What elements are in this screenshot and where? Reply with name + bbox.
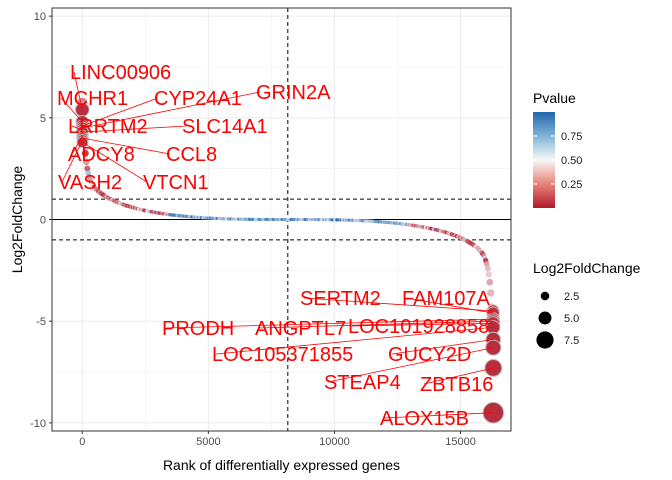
data-point bbox=[483, 261, 490, 267]
label-leader-line bbox=[391, 339, 494, 355]
gene-label: LINC00906 bbox=[70, 62, 171, 84]
label-leader-line bbox=[405, 297, 494, 314]
gene-label: ALOX15B bbox=[380, 408, 469, 430]
gene-label: VTCN1 bbox=[143, 172, 209, 194]
label-leader-line bbox=[215, 326, 494, 355]
label-leader-line bbox=[165, 318, 494, 329]
color-bar bbox=[533, 112, 555, 208]
label-leader-line bbox=[73, 71, 83, 110]
y-tick-label: -10 bbox=[30, 418, 46, 430]
label-leader-line bbox=[82, 141, 148, 183]
data-point bbox=[487, 289, 495, 297]
gene-label: VASH2 bbox=[58, 172, 122, 194]
color-bar-label: 0.75 bbox=[561, 131, 582, 143]
label-leader-line bbox=[71, 135, 83, 155]
y-axis-title: Log2FoldChange bbox=[9, 166, 25, 274]
gene-label: MCHR1 bbox=[57, 88, 128, 110]
label-leader-line bbox=[82, 125, 187, 133]
x-tick-label: 0 bbox=[79, 436, 85, 448]
data-point bbox=[486, 278, 494, 286]
gene-label: LOC105371855 bbox=[212, 344, 353, 366]
label-leader-line bbox=[61, 140, 83, 183]
gene-label: LOC101928858 bbox=[348, 316, 489, 338]
y-tick-label: 5 bbox=[40, 113, 46, 125]
label-leader-line bbox=[71, 125, 83, 131]
gene-label: GUCY2D bbox=[388, 344, 471, 366]
gene-label: ANGPTL7 bbox=[255, 318, 346, 340]
size-legend-point bbox=[538, 311, 552, 325]
size-legend-label: 2.5 bbox=[564, 291, 579, 303]
gene-label: ADCY8 bbox=[68, 144, 135, 166]
gene-label: SERTM2 bbox=[300, 288, 381, 310]
gene-label: CYP24A1 bbox=[154, 88, 242, 110]
label-leader-line bbox=[258, 320, 494, 329]
gene-label: GRIN2A bbox=[256, 82, 331, 104]
legend: Pvalue 0.75 0.50 0.25 Log2FoldChange 2.5 5.0 7.… bbox=[533, 90, 641, 349]
data-point bbox=[84, 165, 91, 172]
x-axis-title: Rank of differentially expressed genes bbox=[163, 457, 400, 473]
gene-label: ZBTB16 bbox=[420, 374, 493, 396]
gene-label: LRRTM2 bbox=[68, 116, 148, 138]
size-legend-point bbox=[540, 291, 550, 301]
color-bar-label: 0.25 bbox=[561, 179, 582, 191]
x-tick-label: 5000 bbox=[196, 436, 220, 448]
y-tick-label: 10 bbox=[34, 11, 46, 23]
label-leader-line bbox=[82, 97, 159, 127]
label-leader-line bbox=[60, 97, 83, 123]
data-point bbox=[81, 149, 89, 157]
label-leader-line bbox=[303, 297, 494, 312]
size-legend-label: 5.0 bbox=[564, 313, 579, 325]
size-legend-title: Log2FoldChange bbox=[533, 260, 641, 276]
data-point bbox=[484, 265, 491, 272]
x-tick-label: 10000 bbox=[319, 436, 350, 448]
label-leader-line bbox=[327, 347, 494, 383]
color-bar-label: 0.50 bbox=[561, 155, 582, 167]
label-leader-line bbox=[82, 137, 171, 155]
axes: 0 5000 10000 15000 -10 -5 0 5 10 Rank of differen… bbox=[9, 11, 476, 473]
data-point bbox=[83, 158, 90, 166]
label-leader-line bbox=[351, 322, 494, 327]
gene-label: SLC14A1 bbox=[182, 116, 268, 138]
size-legend-label: 7.5 bbox=[564, 335, 579, 347]
x-tick-label: 15000 bbox=[445, 436, 476, 448]
data-point bbox=[485, 271, 492, 278]
label-leader-line bbox=[383, 412, 494, 419]
y-tick-label: 0 bbox=[40, 215, 46, 227]
label-leader-line bbox=[82, 91, 261, 129]
data-points bbox=[74, 97, 505, 424]
gene-label: STEAP4 bbox=[324, 372, 401, 394]
color-legend-title: Pvalue bbox=[533, 90, 576, 106]
y-tick-label: -5 bbox=[36, 316, 46, 328]
gene-labels: LINC00906 MCHR1 CYP24A1 GRIN2A LRRTM2 SLC14A1… bbox=[57, 62, 494, 430]
gene-label: PRODH bbox=[162, 318, 234, 340]
label-leader-line bbox=[423, 367, 494, 385]
gene-label: CCL8 bbox=[166, 144, 217, 166]
size-legend-point bbox=[536, 331, 554, 349]
gene-label: FAM107A bbox=[402, 288, 490, 310]
